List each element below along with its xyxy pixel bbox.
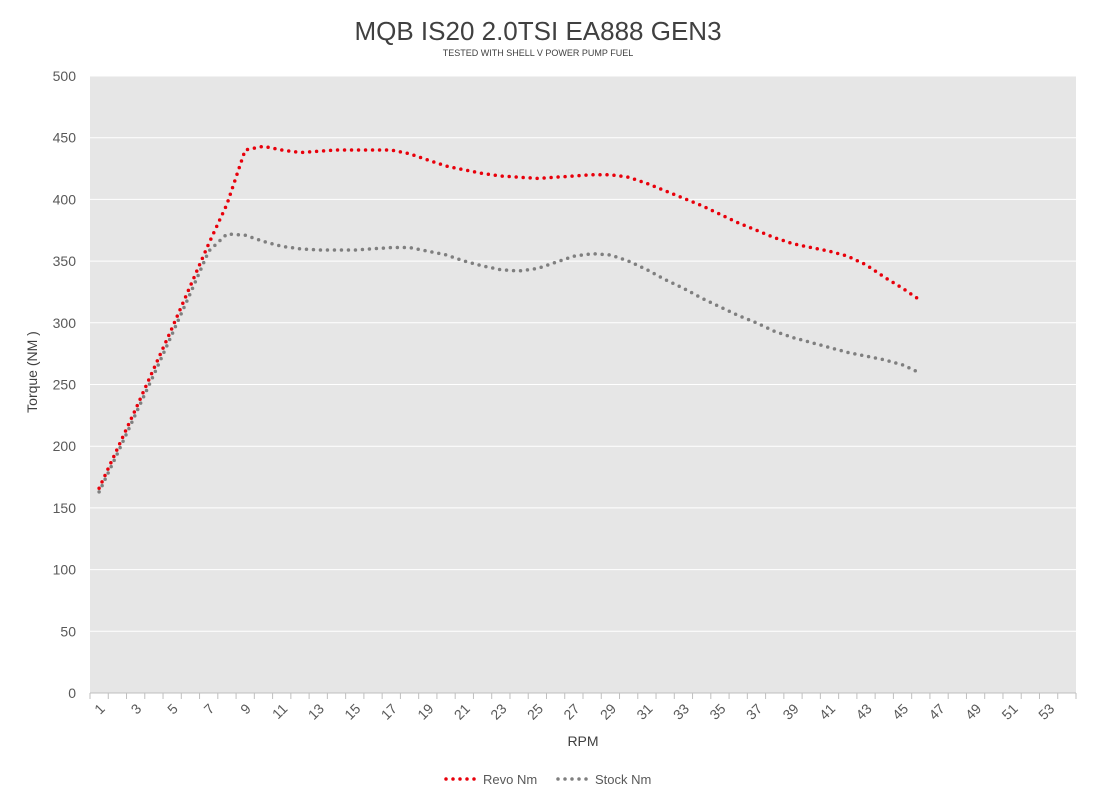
y-tick-label: 50 <box>60 623 76 639</box>
y-tick-label: 0 <box>68 685 76 701</box>
x-axis-title: RPM <box>567 733 598 749</box>
chart-subtitle: TESTED WITH SHELL V POWER PUMP FUEL <box>443 48 634 58</box>
x-tick-label: 5 <box>164 700 181 717</box>
series-layer <box>97 144 923 494</box>
x-tick-label: 1 <box>91 700 108 717</box>
x-tick-label: 25 <box>524 700 546 722</box>
x-tick-label: 49 <box>962 700 984 722</box>
series-line-revo-nm <box>97 144 923 490</box>
y-axis-title: Torque (NM ) <box>24 331 40 413</box>
x-tick-label: 3 <box>128 700 145 717</box>
x-tick-label: 17 <box>378 700 400 722</box>
x-tick-label: 43 <box>852 700 874 722</box>
x-tick-label: 11 <box>269 700 291 722</box>
legend-label: Revo Nm <box>483 772 537 787</box>
x-tick-label: 53 <box>1035 700 1057 722</box>
chart-title: MQB IS20 2.0TSI EA888 GEN3 <box>354 16 721 46</box>
x-tick-label: 21 <box>451 700 473 722</box>
legend-label: Stock Nm <box>595 772 651 787</box>
y-tick-label: 100 <box>53 562 77 578</box>
x-tick-label: 41 <box>816 700 838 722</box>
x-axis-ticks: 1 3 5 7 9 11 13 15 17 19 21 23 25 27 29 31 33 35 37 39 41 43 4… <box>89 693 1077 723</box>
x-tick-label: 37 <box>743 700 765 722</box>
x-tick-label: 47 <box>925 700 947 722</box>
y-tick-label: 250 <box>53 377 77 393</box>
x-tick-label: 15 <box>341 700 363 722</box>
y-axis-ticks: 0 50 100 150 200 250 300 350 400 450 500 <box>53 68 77 701</box>
gridlines <box>90 75 1076 632</box>
x-tick-label: 33 <box>670 700 692 722</box>
x-tick-label: 27 <box>560 700 582 722</box>
y-tick-label: 200 <box>53 438 77 454</box>
y-tick-label: 450 <box>53 130 77 146</box>
x-tick-label: 31 <box>633 700 655 722</box>
y-tick-label: 150 <box>53 500 77 516</box>
y-tick-label: 500 <box>53 68 77 84</box>
x-tick-label: 19 <box>414 700 436 722</box>
x-tick-label: 39 <box>779 700 801 722</box>
x-tick-label: 7 <box>201 700 218 717</box>
x-tick-label: 23 <box>487 700 509 722</box>
x-tick-label: 29 <box>597 700 619 722</box>
y-tick-label: 300 <box>53 315 77 331</box>
legend: Revo Nm Stock Nm <box>444 772 651 787</box>
x-tick-label: 51 <box>999 700 1021 722</box>
y-tick-label: 400 <box>53 191 77 207</box>
x-tick-label: 35 <box>706 700 728 722</box>
x-tick-label: 45 <box>889 700 911 722</box>
y-tick-label: 350 <box>53 253 77 269</box>
x-tick-label: 13 <box>305 700 327 722</box>
x-tick-label: 9 <box>237 700 254 717</box>
